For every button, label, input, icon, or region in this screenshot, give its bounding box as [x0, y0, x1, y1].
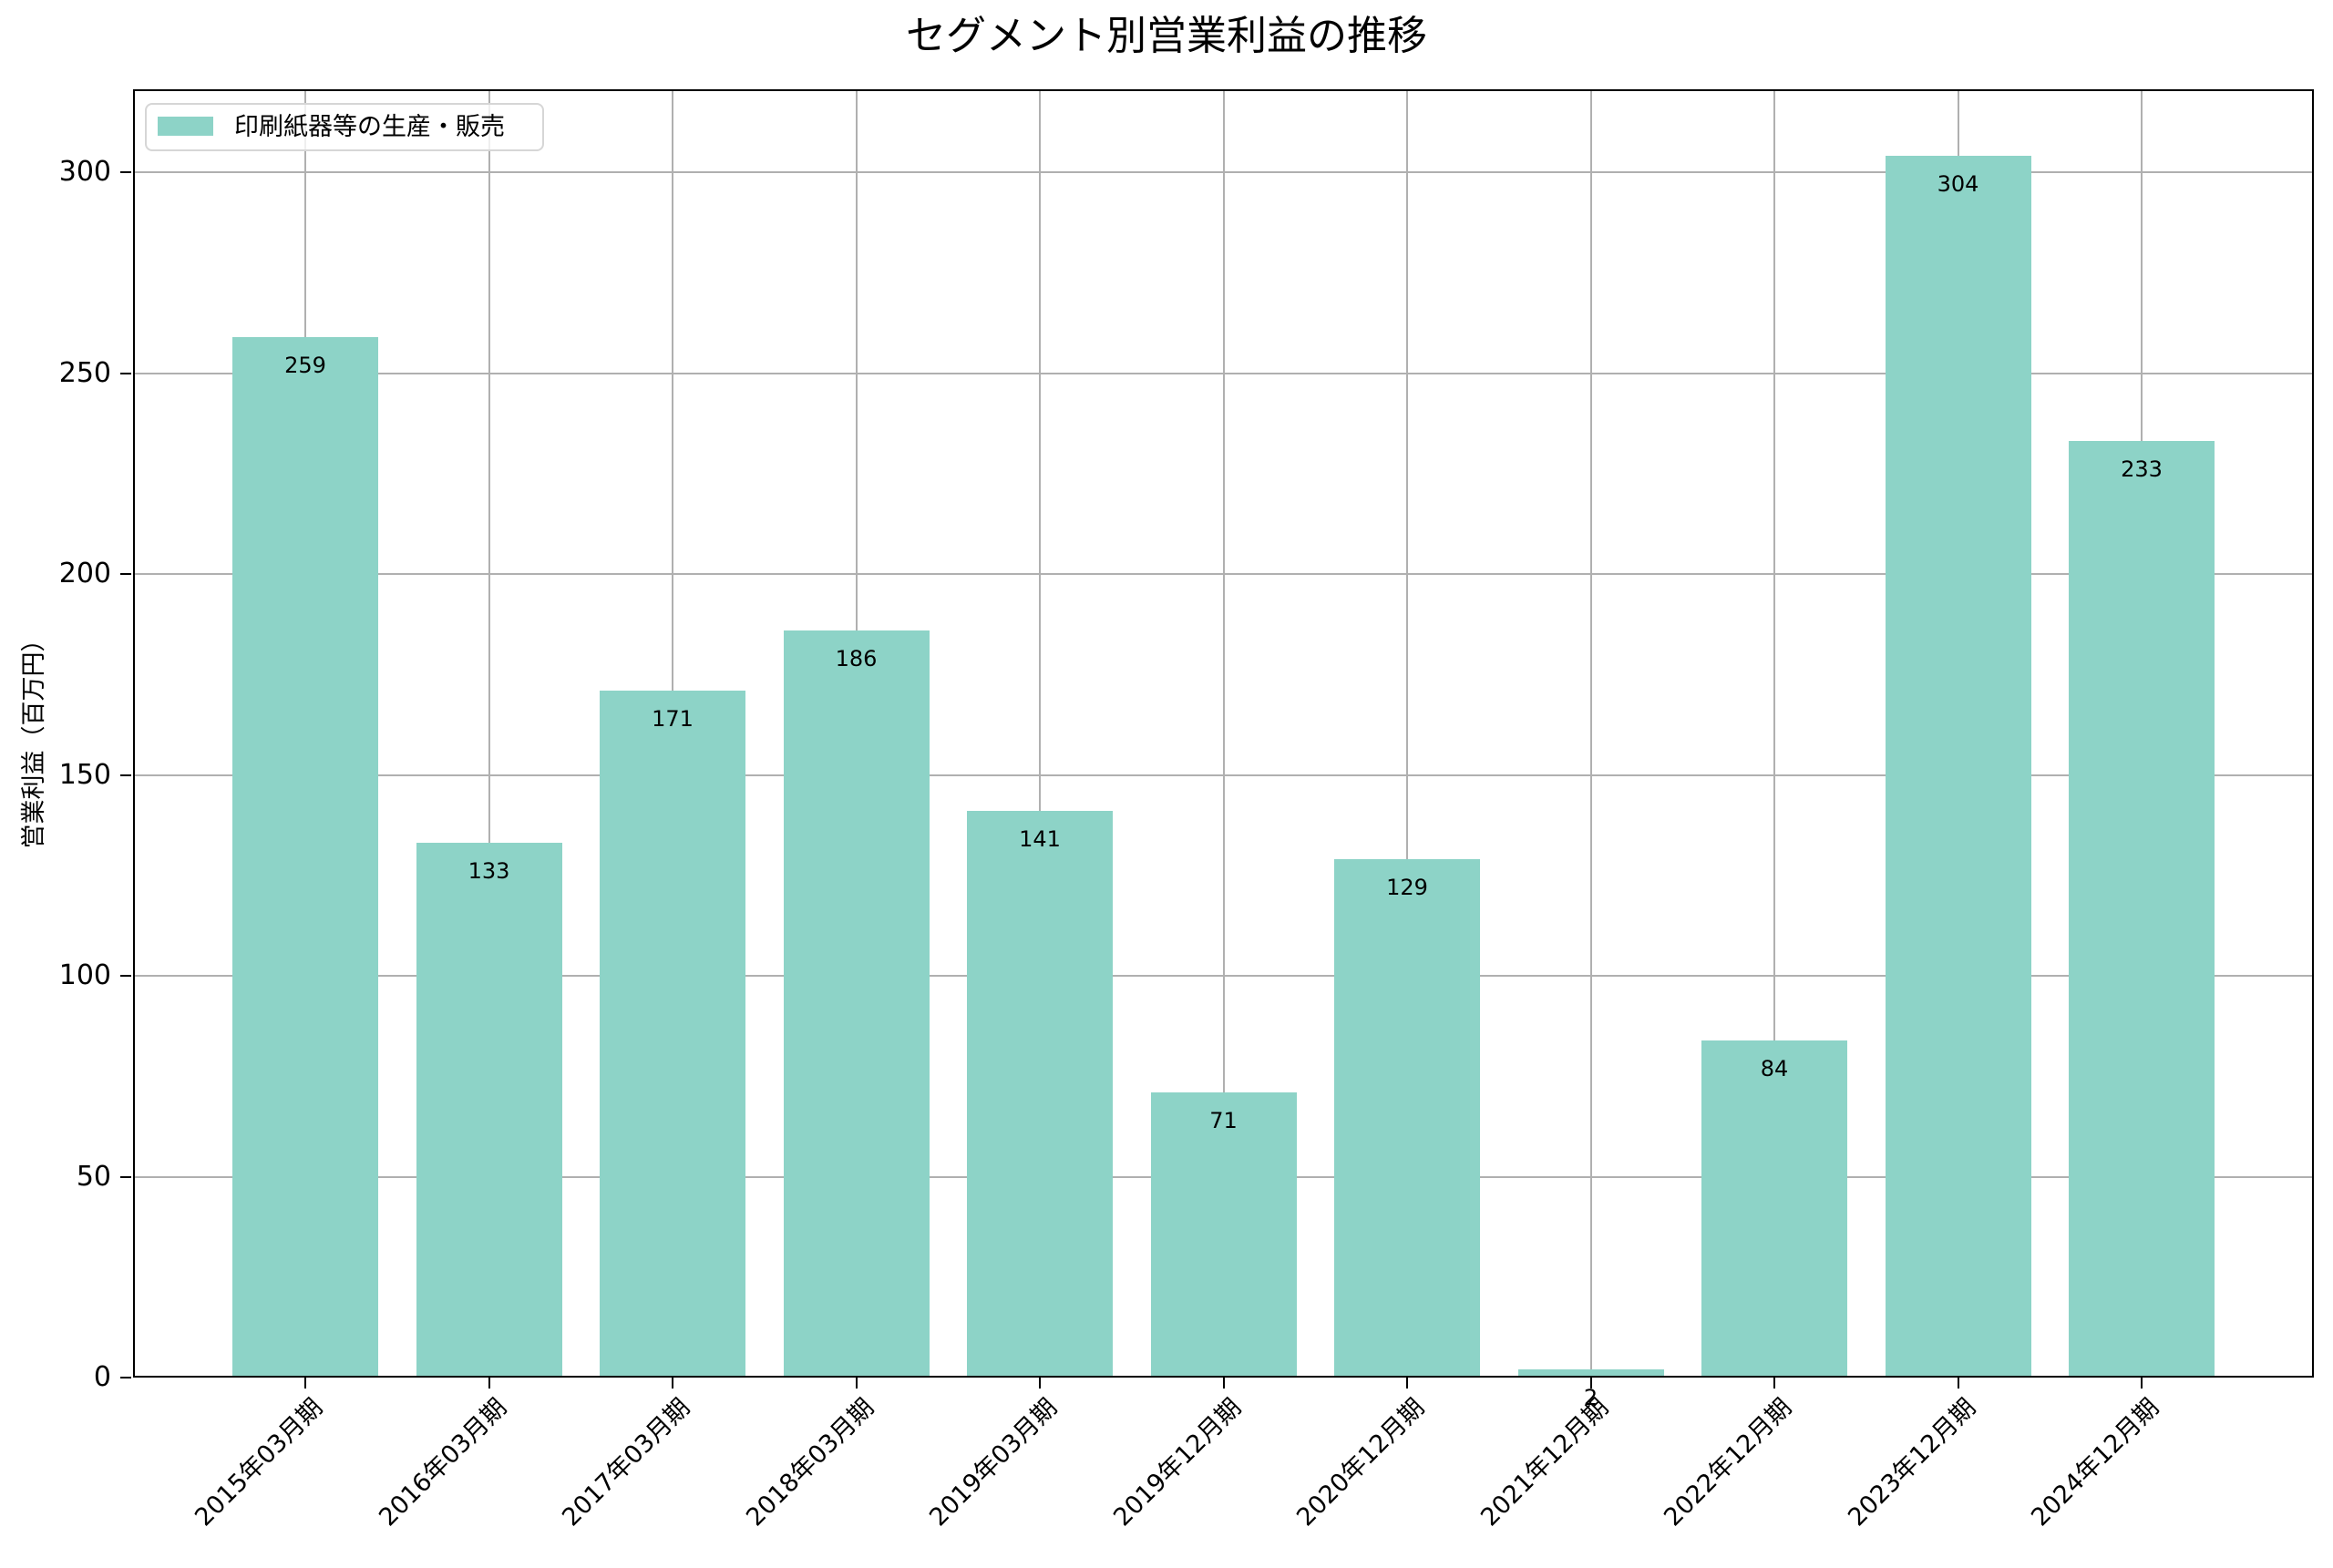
y-axis-label: 営業利益（百万円） [20, 627, 48, 849]
x-tick-label: 2015年03月期 [190, 1393, 329, 1532]
x-tick-label: 2019年03月期 [924, 1393, 1064, 1532]
bar [967, 811, 1113, 1378]
x-tick-label: 2018年03月期 [740, 1393, 879, 1532]
y-tick [120, 1175, 131, 1178]
x-tick [2141, 1378, 2143, 1389]
legend-label: 印刷紙器等の生産・販売 [234, 113, 505, 141]
x-tick-label: 2016年03月期 [373, 1393, 512, 1532]
x-tick [1773, 1378, 1775, 1389]
y-tick [120, 171, 131, 173]
bar [416, 843, 562, 1378]
bar [1517, 1369, 1664, 1378]
bar [232, 336, 378, 1378]
x-tick-label: 2024年12月期 [2026, 1393, 2165, 1532]
y-tick-label: 50 [76, 1160, 111, 1193]
x-tick-label: 2017年03月期 [557, 1393, 696, 1532]
x-tick-label: 2022年12月期 [1659, 1393, 1798, 1532]
gridline-vertical [488, 89, 490, 1378]
y-tick-label: 300 [58, 156, 111, 188]
bar-value-label: 84 [1760, 1055, 1789, 1081]
x-tick [1957, 1378, 1959, 1389]
y-tick-label: 100 [58, 959, 111, 991]
x-tick [1222, 1378, 1225, 1389]
y-tick [120, 372, 131, 374]
x-tick-label: 2019年12月期 [1107, 1393, 1247, 1532]
gridline-vertical [1773, 89, 1775, 1378]
y-tick-label: 0 [93, 1361, 111, 1393]
bar [1150, 1091, 1297, 1378]
bar [600, 690, 745, 1378]
gridline-vertical [1406, 89, 1408, 1378]
x-tick-label: 2021年12月期 [1475, 1393, 1614, 1532]
x-tick [488, 1378, 490, 1389]
y-tick-label: 150 [58, 758, 111, 791]
gridline-vertical [1039, 89, 1041, 1378]
x-tick [1406, 1378, 1408, 1389]
plot-area [133, 89, 2314, 1378]
x-tick [1039, 1378, 1041, 1389]
y-tick [120, 573, 131, 575]
bar-value-label: 233 [2121, 456, 2163, 483]
x-tick [855, 1378, 858, 1389]
x-tick-label: 2023年12月期 [1842, 1393, 1981, 1532]
bar-value-label: 186 [835, 645, 878, 671]
bar-value-label: 129 [1386, 875, 1428, 901]
bar [783, 630, 930, 1378]
bar-value-label: 304 [1937, 171, 1979, 198]
chart-title: セグメント別営業利益の推移 [906, 13, 1427, 59]
bar [1701, 1040, 1847, 1378]
gridline-vertical [1589, 89, 1592, 1378]
bar-value-label: 171 [652, 705, 694, 732]
y-tick-label: 250 [58, 356, 111, 389]
legend-swatch [158, 117, 213, 136]
legend: 印刷紙器等の生産・販売 [145, 103, 544, 151]
bar-value-label: 133 [468, 858, 510, 885]
bar-value-label: 141 [1019, 826, 1061, 853]
gridline-vertical [1222, 89, 1225, 1378]
y-tick-label: 200 [58, 558, 111, 589]
x-tick-label: 2020年12月期 [1291, 1393, 1431, 1532]
bar [2069, 441, 2215, 1378]
y-tick [120, 975, 131, 977]
bar [1334, 859, 1480, 1378]
x-tick [304, 1378, 306, 1389]
bar-value-label: 2 [1583, 1385, 1598, 1411]
bar-value-label: 259 [284, 352, 326, 378]
x-tick [672, 1378, 673, 1389]
bar-value-label: 71 [1209, 1107, 1238, 1133]
y-tick [120, 774, 131, 776]
bar [1885, 156, 2031, 1378]
x-tick [1589, 1378, 1592, 1389]
y-tick [120, 1377, 131, 1378]
